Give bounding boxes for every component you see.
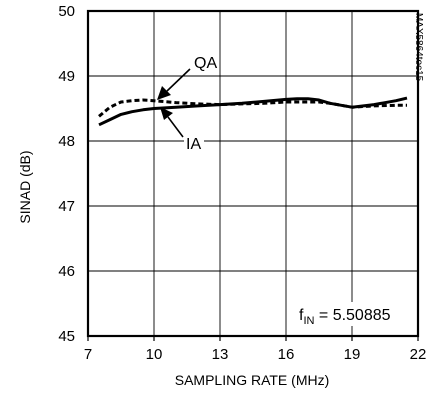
- figure-code: MAX5864toc15: [413, 13, 424, 82]
- x-tick-label: 13: [212, 346, 229, 363]
- grid-lines: [87, 10, 419, 337]
- y-axis-title: SINAD (dB): [17, 150, 33, 223]
- x-tick-label: 16: [278, 346, 295, 363]
- fin-value: = 5.50885: [314, 307, 390, 324]
- qa-label-bg: [192, 52, 216, 72]
- x-tick-label: 10: [146, 346, 163, 363]
- y-tick-label: 46: [58, 263, 75, 280]
- qa-arrow-head: [157, 86, 171, 100]
- fin-subscript: IN: [303, 315, 314, 327]
- y-tick-label: 50: [58, 3, 75, 20]
- ia-label: IA: [186, 136, 201, 153]
- fin-label: fIN = 5.50885: [299, 307, 391, 327]
- plot-frame: [86, 9, 420, 338]
- qa-label: QA: [194, 55, 217, 72]
- x-axis-title: SAMPLING RATE (MHz): [175, 372, 330, 388]
- series-line-ia: [98, 96, 408, 127]
- x-tick-label: 7: [84, 346, 92, 363]
- fin-label-bg: [294, 302, 406, 326]
- y-tick-label: 47: [58, 198, 75, 215]
- y-tick-label: 45: [58, 328, 75, 345]
- x-tick-label: 19: [344, 346, 361, 363]
- ia-label-bg: [184, 133, 204, 153]
- ia-arrow-head: [160, 107, 173, 120]
- tick-labels: 7 10 13 16 19 22 45 46 47 48 49 50: [58, 3, 426, 363]
- fin-prefix: f: [299, 307, 304, 324]
- qa-arrow-line: [166, 68, 191, 92]
- y-tick-label: 49: [58, 68, 75, 85]
- x-tick-label: 22: [410, 346, 427, 363]
- y-tick-label: 48: [58, 133, 75, 150]
- series-lines: [98, 96, 408, 127]
- ia-arrow-line: [167, 116, 184, 138]
